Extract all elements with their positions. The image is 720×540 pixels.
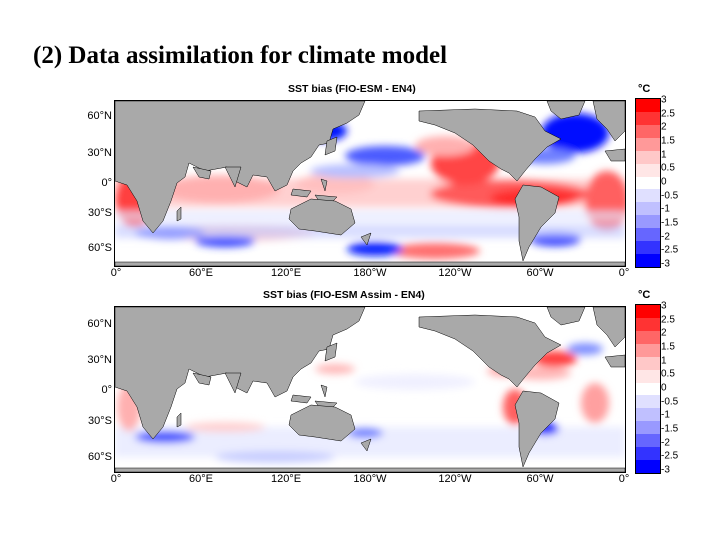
colorbar-tick-label: 3 [661, 94, 667, 106]
colorbar-swatch [636, 111, 660, 125]
lon-label: 0° [618, 267, 630, 279]
colorbar-swatch [636, 343, 660, 357]
colorbar-swatch [636, 215, 660, 229]
colorbar-swatch [636, 189, 660, 203]
colorbar-tick-label: 0.5 [661, 368, 675, 380]
lat-label: 30°N [87, 147, 112, 159]
colorbar-tick-label: 1.5 [661, 135, 675, 147]
colorbar-tick-label: 0.5 [661, 162, 675, 174]
colorbar-unit-bottom: °C [638, 289, 651, 301]
colorbar-tick-label: -0.5 [661, 190, 679, 202]
colorbar-swatch [636, 124, 660, 138]
lon-label: 120°W [438, 473, 472, 485]
colorbar-swatch [636, 330, 660, 344]
map-title-bottom: SST bias (FIO-ESM Assim - EN4) [263, 289, 425, 301]
colorbar-tick-label: 2.5 [661, 314, 675, 326]
colorbar-tick-label: -2.5 [661, 450, 679, 462]
lat-label: 60°S [88, 242, 112, 254]
colorbar-swatch [636, 254, 660, 267]
colorbar-swatch [636, 137, 660, 151]
lat-label: 30°N [87, 354, 112, 366]
colorbar-tick-label: 1 [661, 355, 667, 367]
lon-label: 0° [110, 473, 122, 485]
colorbar-swatch [636, 408, 660, 422]
lat-label: 30°S [88, 207, 112, 219]
colorbar-swatch [636, 447, 660, 461]
colorbar-tick-label: 3 [661, 300, 667, 312]
colorbar-tick-label: -1.5 [661, 217, 679, 229]
map-panel-top: SST bias (FIO-ESM - EN4) °C [78, 80, 678, 285]
sst-bias-map-top[interactable] [114, 100, 626, 267]
lon-label: 60°W [526, 473, 554, 485]
colorbar-tick-label: -3 [661, 464, 670, 476]
map-panel-bottom: SST bias (FIO-ESM Assim - EN4) °C [78, 286, 678, 491]
colorbar-swatch [636, 241, 660, 255]
colorbar-bottom [635, 304, 661, 474]
land-top [115, 101, 625, 266]
colorbar-swatch [636, 369, 660, 383]
lon-label: 180°W [353, 473, 387, 485]
colorbar-swatch [636, 202, 660, 216]
colorbar-tick-label: -1.5 [661, 423, 679, 435]
colorbar-swatch [636, 395, 660, 409]
lon-label: 180°W [353, 267, 387, 279]
land-bottom [115, 307, 625, 472]
colorbar-tick-label: 2 [661, 121, 667, 133]
lon-label: 120°E [270, 267, 302, 279]
lat-label: 0° [101, 384, 112, 396]
colorbar-tick-label: 2 [661, 327, 667, 339]
colorbar-swatch [636, 99, 660, 112]
colorbar-unit-top: °C [638, 83, 651, 95]
colorbar-swatch [636, 150, 660, 164]
colorbar-tick-label: -2 [661, 437, 670, 449]
lon-label: 0° [618, 473, 630, 485]
colorbar-swatch [636, 421, 660, 435]
colorbar-swatch [636, 228, 660, 242]
colorbar-swatch [636, 305, 660, 318]
lat-label: 60°N [87, 318, 112, 330]
slide-title: (2) Data assimilation for climate model [33, 42, 448, 69]
colorbar-tick-label: -1 [661, 203, 670, 215]
colorbar-swatch [636, 176, 660, 190]
lon-label: 120°E [270, 473, 302, 485]
colorbar-swatch [636, 163, 660, 177]
lat-label: 30°S [88, 415, 112, 427]
colorbar-tick-label: -3 [661, 258, 670, 270]
colorbar-tick-label: -2 [661, 231, 670, 243]
colorbar-tick-label: -1 [661, 409, 670, 421]
lon-label: 60°W [526, 267, 554, 279]
lon-label: 60°E [189, 473, 213, 485]
lon-label: 120°W [438, 267, 472, 279]
lon-label: 60°E [189, 267, 213, 279]
lat-label: 0° [101, 177, 112, 189]
map-title-top: SST bias (FIO-ESM - EN4) [288, 83, 416, 95]
lon-label: 0° [110, 267, 122, 279]
colorbar-tick-label: 0 [661, 382, 667, 394]
colorbar-tick-label: 1.5 [661, 341, 675, 353]
colorbar-swatch [636, 460, 660, 473]
colorbar-swatch [636, 356, 660, 370]
colorbar-tick-label: 1 [661, 149, 667, 161]
colorbar-tick-label: -0.5 [661, 396, 679, 408]
colorbar-swatch [636, 317, 660, 331]
colorbar-swatch [636, 434, 660, 448]
colorbar-tick-label: 2.5 [661, 108, 675, 120]
colorbar-tick-label: -2.5 [661, 244, 679, 256]
lat-label: 60°N [87, 110, 112, 122]
lat-label: 60°S [88, 451, 112, 463]
sst-bias-map-bottom[interactable] [114, 306, 626, 473]
colorbar-tick-label: 0 [661, 176, 667, 188]
colorbar-top [635, 98, 661, 268]
colorbar-swatch [636, 382, 660, 396]
